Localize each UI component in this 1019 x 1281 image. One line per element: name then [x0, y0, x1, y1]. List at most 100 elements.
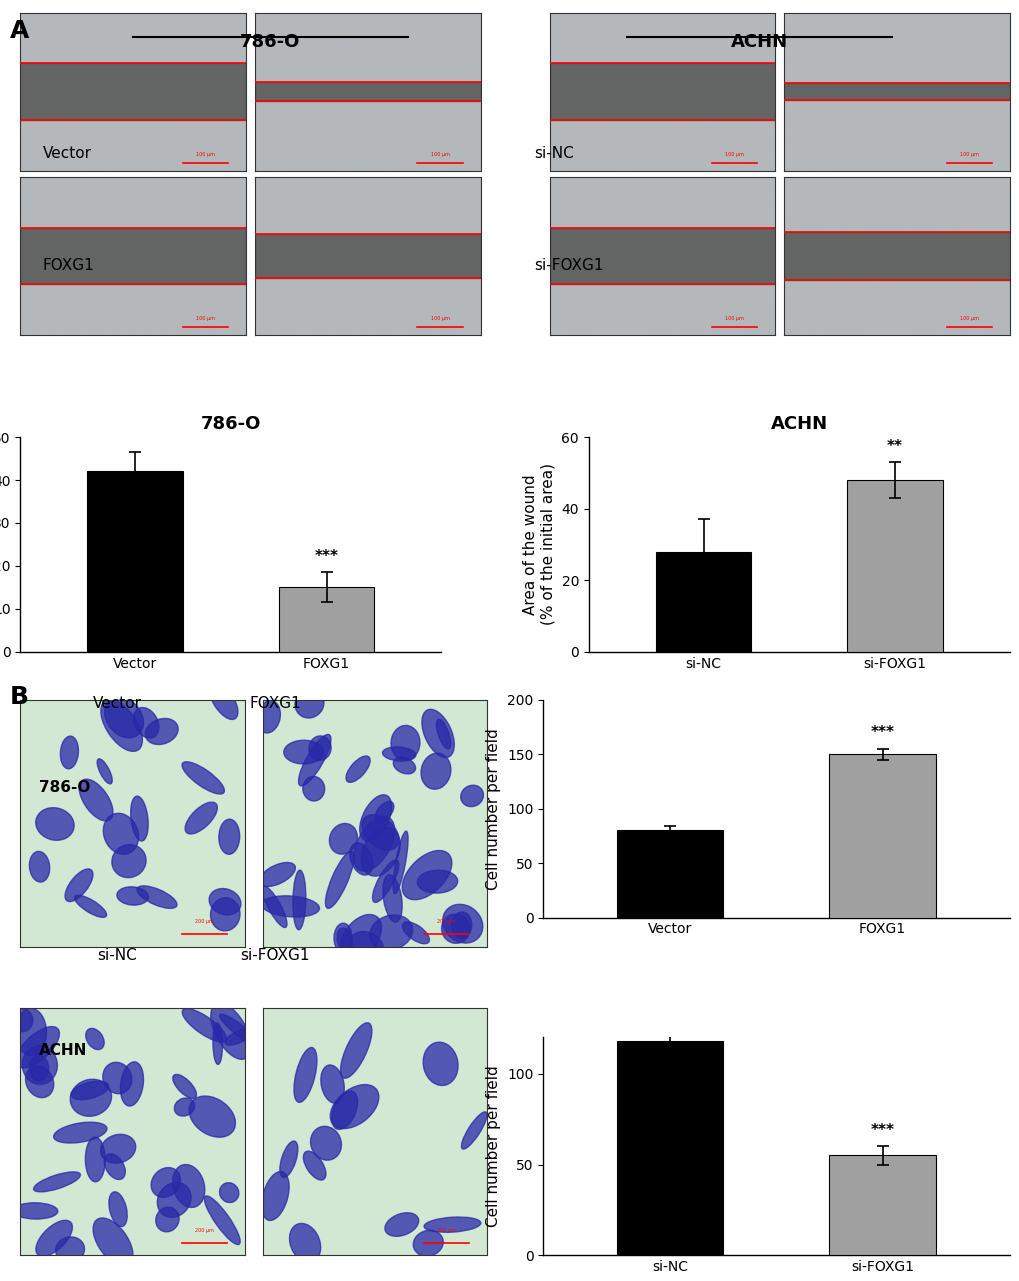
Point [818, 182, 835, 202]
Point [612, 44, 629, 64]
Point [452, 178, 469, 199]
Point [673, 192, 689, 213]
Point [703, 151, 719, 172]
Point [827, 275, 844, 296]
Point [942, 173, 958, 193]
Text: 100 μm: 100 μm [196, 151, 215, 156]
Point [123, 278, 140, 298]
Point [627, 19, 643, 40]
Point [379, 132, 395, 152]
Point [945, 146, 961, 167]
Point [923, 182, 940, 202]
Point [452, 309, 469, 329]
Point [737, 27, 753, 47]
Point [956, 156, 972, 177]
Point [399, 168, 416, 188]
Point [882, 101, 899, 122]
Point [277, 275, 293, 296]
Point [276, 120, 292, 141]
Point [987, 44, 1004, 64]
Point [140, 172, 156, 192]
Point [284, 55, 301, 76]
Point [804, 196, 820, 216]
Point [113, 128, 129, 149]
Point [934, 304, 951, 324]
Point [814, 191, 830, 211]
Point [28, 28, 44, 49]
Point [760, 300, 776, 320]
Point [359, 33, 375, 54]
Point [36, 305, 52, 325]
Point [371, 209, 387, 229]
Point [212, 304, 228, 324]
Point [662, 147, 679, 168]
Point [676, 319, 692, 339]
Point [426, 316, 442, 337]
Point [988, 204, 1005, 224]
Point [904, 305, 920, 325]
Point [451, 277, 468, 297]
Point [888, 67, 904, 87]
Point [979, 100, 996, 120]
Point [427, 23, 443, 44]
Point [212, 51, 228, 72]
Point [780, 279, 796, 300]
Point [723, 145, 740, 165]
Point [352, 213, 368, 233]
Point [845, 102, 861, 123]
Point [762, 196, 779, 216]
Point [905, 138, 921, 159]
Point [467, 56, 483, 77]
Point [104, 147, 120, 168]
Point [334, 218, 351, 238]
Point [877, 54, 894, 74]
Point [855, 8, 871, 28]
Point [143, 318, 159, 338]
Point [698, 214, 714, 234]
Point [467, 219, 483, 240]
Bar [784, 83, 1009, 100]
Point [251, 205, 267, 225]
Point [153, 15, 169, 36]
Point [876, 118, 893, 138]
Point [958, 160, 974, 181]
Point [894, 160, 910, 181]
Point [210, 36, 226, 56]
Point [389, 290, 406, 310]
Point [654, 160, 671, 181]
Point [409, 195, 425, 215]
Point [405, 279, 421, 300]
Point [273, 204, 289, 224]
Point [781, 286, 797, 306]
Point [792, 177, 808, 197]
Point [24, 278, 41, 298]
Point [541, 306, 557, 327]
Point [821, 154, 838, 174]
Point [435, 305, 451, 325]
Point [423, 319, 439, 339]
Point [211, 213, 227, 233]
Point [677, 319, 693, 339]
Point [294, 313, 311, 333]
Point [247, 29, 263, 50]
Point [876, 287, 893, 307]
Point [959, 113, 975, 133]
Point [102, 49, 118, 69]
Point [58, 129, 74, 150]
Point [814, 20, 830, 41]
Point [748, 186, 764, 206]
Point [52, 114, 68, 135]
Point [856, 215, 872, 236]
Point [875, 4, 892, 24]
Point [575, 135, 591, 155]
Point [113, 122, 129, 142]
Point [461, 33, 477, 54]
Point [895, 10, 911, 31]
Point [418, 54, 434, 74]
Point [624, 6, 640, 27]
Point [437, 22, 453, 42]
Point [618, 159, 634, 179]
Point [812, 182, 828, 202]
Point [783, 36, 799, 56]
Point [355, 147, 371, 168]
